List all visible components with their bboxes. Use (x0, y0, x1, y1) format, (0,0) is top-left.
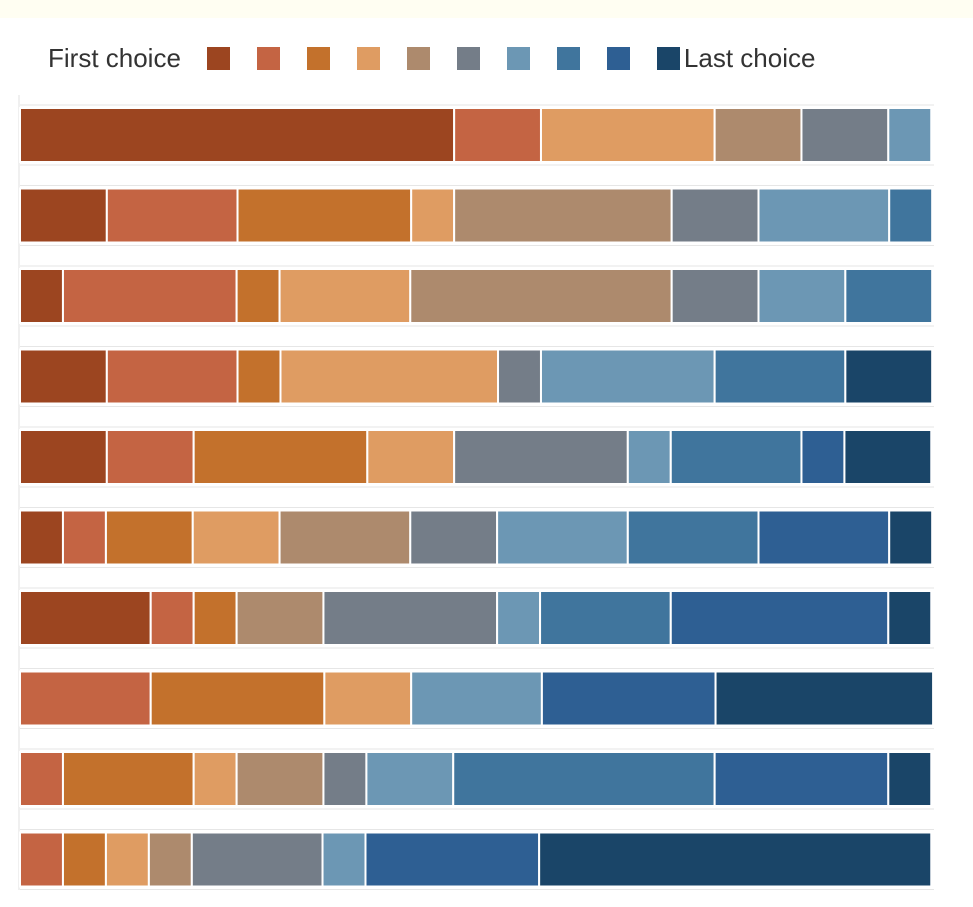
bar-row-3-choice-2 (61, 268, 238, 324)
bar-row-5-choice-6 (453, 429, 629, 485)
bar-row-3-choice-4 (278, 268, 412, 324)
bar-row-7-choice-5 (235, 590, 325, 646)
bar-row-6-choice-10 (888, 509, 934, 566)
bar-row-3-choice-3 (235, 268, 281, 324)
bar-row-10-choice-3 (61, 831, 107, 888)
bar-row-9-choice-2 (19, 751, 64, 807)
bar-row-4-choice-10 (844, 348, 934, 405)
bar-row-10-choice-6 (190, 831, 324, 888)
bar-row-2-choice-8 (888, 187, 934, 244)
bar-row-4-choice-8 (713, 348, 847, 405)
bar-row-2-choice-5 (453, 187, 673, 244)
bar-row-5-choice-10 (843, 429, 933, 485)
bar-row-5-choice-9 (800, 429, 846, 485)
bar-row-7-choice-10 (887, 590, 933, 646)
legend-swatch-2 (256, 46, 280, 70)
bar-row-9-choice-6 (322, 751, 368, 807)
bar-row-2-choice-6 (670, 187, 760, 244)
bar-row-3-choice-6 (670, 268, 760, 324)
legend-swatch-1 (206, 46, 230, 70)
bar-row-2-choice-1 (19, 187, 108, 244)
legend-swatches (206, 46, 680, 70)
bar-row-6-choice-2 (61, 509, 107, 566)
bar-row-2-choice-4 (410, 187, 456, 244)
legend-swatch-10 (656, 46, 680, 70)
bar-row-9-choice-5 (235, 751, 325, 807)
legend-swatch-3 (306, 46, 330, 70)
bar-row-7-choice-3 (192, 590, 238, 646)
bar-row-7-choice-7 (496, 590, 542, 646)
legend-swatch-4 (356, 46, 380, 70)
bar-row-6-choice-7 (496, 509, 629, 566)
bar-row-7-choice-6 (322, 590, 499, 646)
bar-row-7-choice-1 (19, 590, 152, 646)
top-band (0, 0, 973, 18)
bar-row-1-choice-5 (713, 107, 803, 163)
bar-row-5-choice-1 (19, 429, 108, 485)
bar-row-10-choice-5 (147, 831, 193, 888)
legend-swatch-6 (456, 46, 480, 70)
bar-row-1-choice-1 (19, 107, 456, 163)
bar-row-6-choice-5 (278, 509, 412, 566)
bar-row-8-choice-10 (714, 670, 935, 727)
bar-row-2-choice-7 (757, 187, 891, 244)
bar-row-3-choice-1 (19, 268, 64, 324)
bar-row-5-choice-2 (105, 429, 195, 485)
bar-row-5-choice-3 (192, 429, 369, 485)
bar-row-8-choice-7 (410, 670, 543, 727)
bar-row-4-choice-4 (279, 348, 500, 405)
legend: First choice Last choice (48, 38, 815, 78)
legend-swatch-7 (506, 46, 530, 70)
bar-row-4-choice-3 (236, 348, 282, 405)
bar-row-5-choice-7 (626, 429, 672, 485)
bar-row-10-choice-4 (104, 831, 150, 888)
bar-row-8-choice-4 (323, 670, 413, 727)
bar-row-6-choice-4 (191, 509, 281, 566)
bar-row-5-choice-4 (366, 429, 456, 485)
bar-row-4-choice-7 (539, 348, 716, 405)
legend-last-choice-label: Last choice (683, 42, 816, 73)
bar-row-1-choice-7 (887, 107, 933, 163)
legend-swatch-9 (606, 46, 630, 70)
bar-row-2-choice-3 (236, 187, 413, 244)
bar-row-8-choice-2 (19, 670, 152, 727)
bar-row-1-choice-6 (800, 107, 890, 163)
bar-row-9-choice-9 (713, 751, 890, 807)
bar-row-4-choice-1 (19, 348, 108, 405)
bar-row-6-choice-1 (19, 509, 64, 566)
bar-row-3-choice-5 (409, 268, 673, 324)
bar-row-2-choice-2 (105, 187, 239, 244)
bar-row-9-choice-4 (192, 751, 238, 807)
bar-row-6-choice-3 (104, 509, 194, 566)
bar-row-7-choice-9 (669, 590, 890, 646)
bar-row-1-choice-4 (539, 107, 716, 163)
bar-row-9-choice-10 (887, 751, 933, 807)
bar-row-10-choice-2 (19, 831, 64, 888)
legend-swatch-8 (556, 46, 580, 70)
bar-row-9-choice-3 (61, 751, 195, 807)
bar-row-10-choice-7 (321, 831, 367, 888)
bar-row-4-choice-2 (105, 348, 239, 405)
bar-row-10-choice-9 (364, 831, 541, 888)
bar-row-7-choice-8 (539, 590, 672, 646)
bar-row-5-choice-8 (669, 429, 803, 485)
bar-row-8-choice-9 (540, 670, 717, 727)
bar-row-8-choice-3 (149, 670, 326, 727)
legend-swatch-5 (406, 46, 430, 70)
bar-row-3-choice-8 (844, 268, 934, 324)
bar-row-10-choice-10 (538, 831, 933, 888)
bar-row-9-choice-7 (365, 751, 455, 807)
legend-first-choice-label: First choice (48, 42, 181, 73)
bar-row-6-choice-9 (757, 509, 891, 566)
bar-row-3-choice-7 (757, 268, 847, 324)
bar-row-7-choice-2 (149, 590, 195, 646)
bar-row-6-choice-8 (626, 509, 760, 566)
bar-row-1-choice-2 (453, 107, 542, 163)
bar-row-6-choice-6 (409, 509, 499, 566)
bar-row-4-choice-6 (497, 348, 542, 405)
bar-row-9-choice-8 (452, 751, 716, 807)
